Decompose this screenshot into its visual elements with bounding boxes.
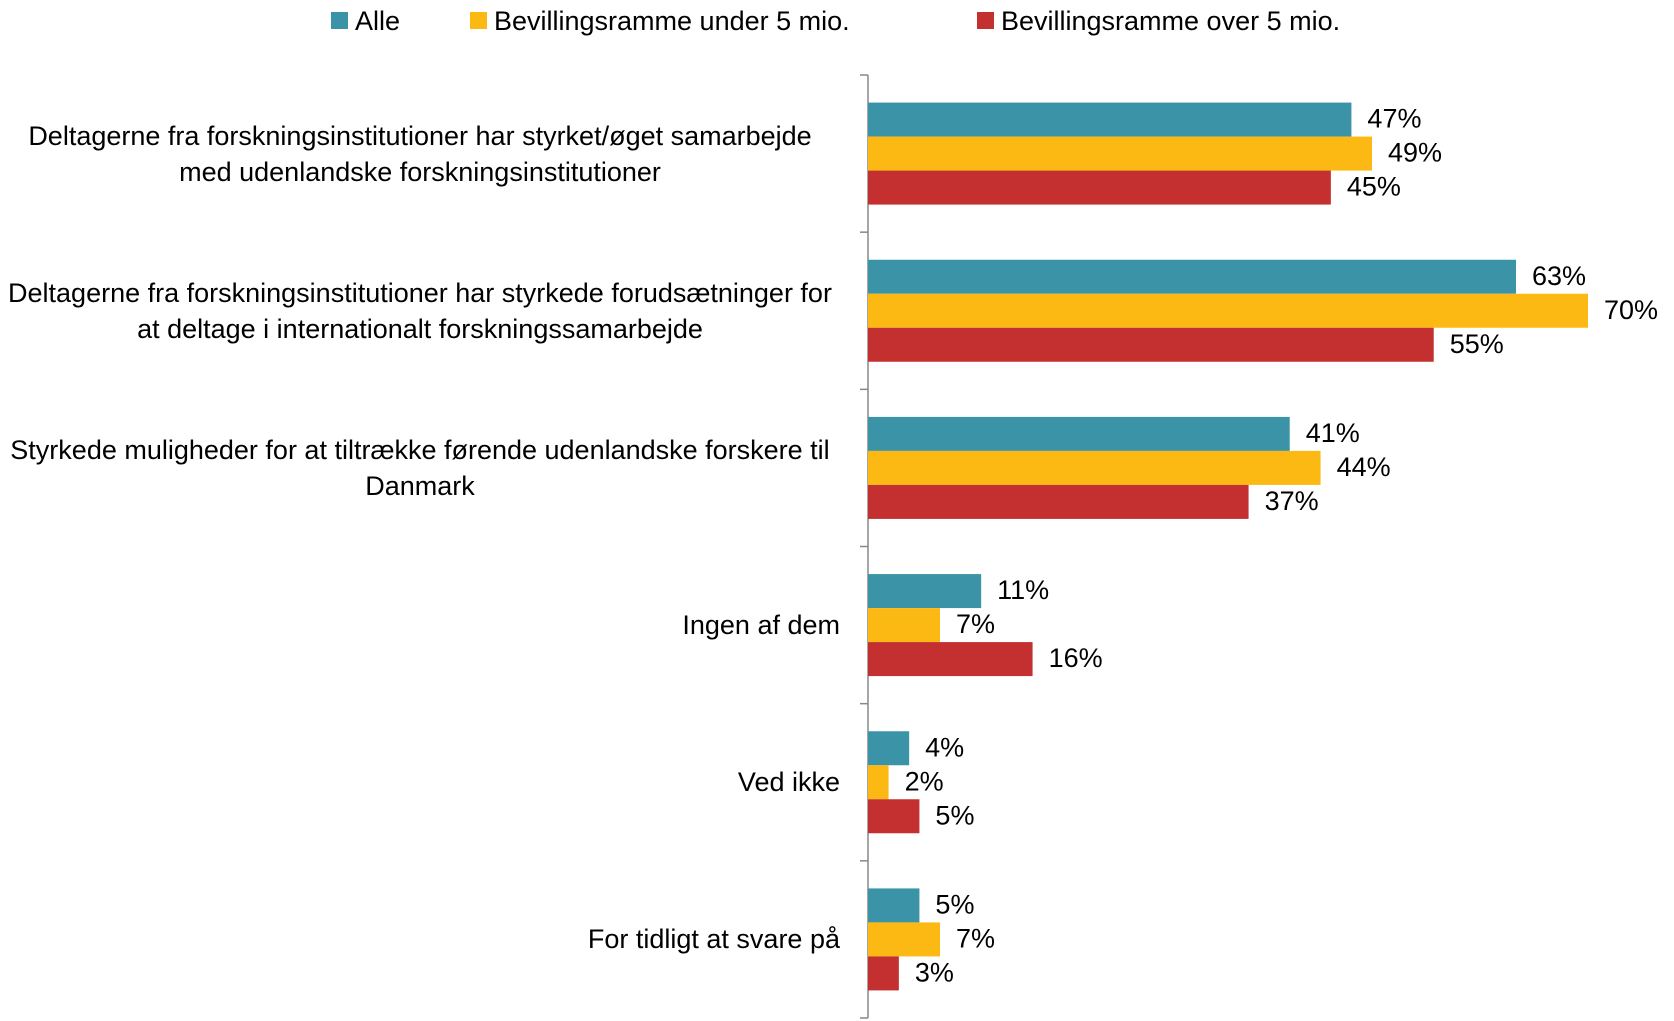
- data-label: 37%: [1265, 486, 1319, 516]
- data-label: 16%: [1049, 643, 1103, 673]
- category-label: For tidligt at svare på: [587, 924, 840, 955]
- bar: [868, 956, 899, 991]
- data-label: 3%: [915, 958, 954, 988]
- bar: [868, 259, 1516, 294]
- legend-swatch: [470, 12, 487, 29]
- category-label: Deltagerne fra forskningsinstitutioner h…: [28, 120, 812, 187]
- data-label: 11%: [997, 575, 1049, 605]
- bar: [868, 450, 1321, 485]
- data-label: 2%: [905, 766, 944, 796]
- legend-swatch: [977, 12, 994, 29]
- bar: [868, 574, 982, 609]
- category-label-box: Deltagerne fra forskningsinstitutioner h…: [28, 120, 812, 187]
- bar: [868, 731, 910, 766]
- category-label-box: Ved ikke: [737, 767, 840, 798]
- data-label: 63%: [1532, 261, 1586, 291]
- data-label: 44%: [1337, 452, 1391, 482]
- bar: [868, 765, 889, 800]
- data-label: 7%: [956, 609, 995, 639]
- data-label: 70%: [1604, 295, 1658, 325]
- category-label-box: For tidligt at svare på: [587, 924, 840, 955]
- bar: [868, 484, 1249, 519]
- bar: [868, 608, 940, 643]
- category-label: Deltagerne fra forskningsinstitutioner h…: [8, 277, 832, 344]
- data-label: 45%: [1347, 172, 1401, 202]
- bar: [868, 170, 1331, 205]
- bar: [868, 416, 1290, 451]
- data-label: 7%: [956, 924, 995, 954]
- bar: [868, 327, 1434, 362]
- category-label: Styrkede muligheder for at tiltrække før…: [10, 434, 830, 501]
- data-label: 5%: [935, 800, 974, 830]
- data-label: 47%: [1367, 104, 1421, 134]
- data-label: 55%: [1450, 329, 1504, 359]
- legend-label: Alle: [355, 6, 400, 36]
- legend-swatch: [331, 12, 348, 29]
- bar: [868, 642, 1033, 677]
- bar: [868, 888, 920, 923]
- category-label: Ingen af dem: [682, 610, 840, 641]
- data-label: 41%: [1306, 418, 1360, 448]
- bar: [868, 136, 1372, 171]
- bar: [868, 293, 1588, 328]
- legend-label: Bevillingsramme under 5 mio.: [494, 6, 850, 36]
- category-label-box: Deltagerne fra forskningsinstitutioner h…: [8, 277, 832, 344]
- data-label: 5%: [935, 890, 974, 920]
- category-label-box: Ingen af dem: [682, 610, 840, 641]
- data-label: 4%: [925, 732, 964, 762]
- category-label-box: Styrkede muligheder for at tiltrække før…: [10, 434, 830, 501]
- bar: [868, 922, 940, 957]
- category-label: Ved ikke: [737, 767, 840, 798]
- bar: [868, 102, 1352, 137]
- legend-label: Bevillingsramme over 5 mio.: [1001, 6, 1340, 36]
- data-label: 49%: [1388, 138, 1442, 168]
- bar: [868, 799, 920, 834]
